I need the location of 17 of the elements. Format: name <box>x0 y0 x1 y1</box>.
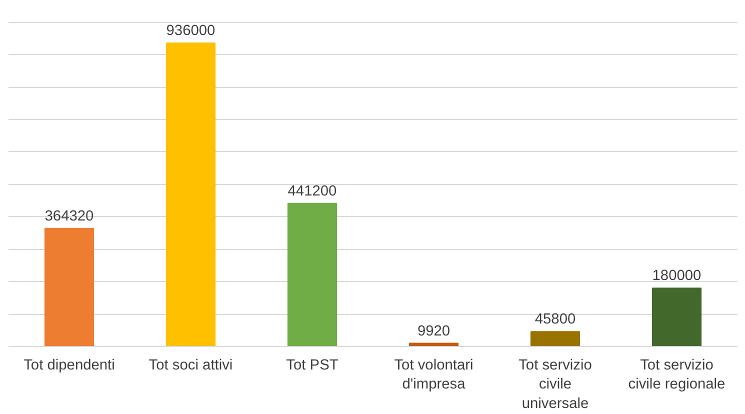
x-tick-label: Tot servizio civile regionale <box>628 358 726 393</box>
bar <box>287 202 338 346</box>
data-label: 936000 <box>166 22 216 39</box>
data-label: 364320 <box>44 208 94 224</box>
x-tick-label: Tot soci attivi <box>148 358 233 374</box>
bar <box>44 228 94 346</box>
bar <box>166 42 216 346</box>
x-tick-label: Tot dipendenti <box>24 358 115 374</box>
x-tick-label: Tot volontari d'impresa <box>394 358 474 393</box>
bar <box>530 331 580 346</box>
data-label: 45800 <box>534 312 576 328</box>
x-tick-label: Tot PST <box>286 358 338 374</box>
data-label: 180000 <box>652 268 702 284</box>
x-tick-label: Tot servizio civile universale <box>518 358 592 412</box>
data-label: 441200 <box>288 183 337 200</box>
bar <box>652 288 702 346</box>
data-label: 9920 <box>417 323 450 340</box>
